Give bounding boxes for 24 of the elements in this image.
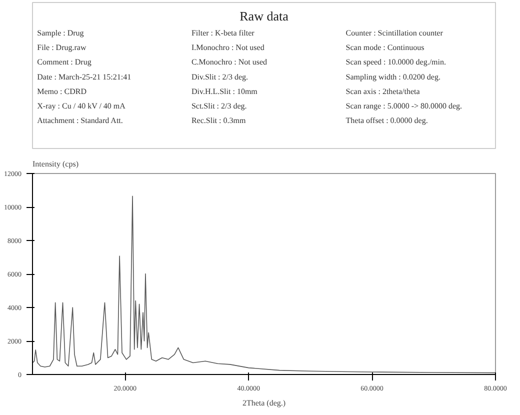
text: Scan speed : 10.0000 deg./min.	[346, 58, 446, 67]
text: X-ray : Cu / 40 kV / 40 mA	[37, 102, 126, 111]
text: Filter : K-beta filter	[191, 28, 255, 38]
text: C.Monochro : Not used	[191, 58, 268, 67]
text: I.Monochro : Not used	[191, 43, 264, 52]
text: Theta offset : 0.0000 deg.	[346, 116, 428, 126]
text: Div.H.L.Slit : 10mm	[191, 86, 258, 96]
text: Scan mode : Continuous	[346, 43, 424, 52]
text: File : Drug.raw	[37, 43, 86, 52]
x-axis-title: 2Theta (deg.)	[242, 398, 286, 408]
text: Sct.Slit : 2/3 deg.	[191, 102, 247, 111]
chart-title: Raw data	[240, 8, 289, 24]
text: Sampling width : 0.0200 deg.	[346, 72, 440, 82]
text: Counter : Scintillation counter	[346, 28, 444, 38]
y-axis-title: Intensity (cps)	[32, 160, 79, 168]
text: Rec.Slit : 0.3mm	[191, 116, 246, 126]
text: Memo : CDRD	[37, 86, 87, 96]
text: Date : March-25-21 15:21:41	[37, 72, 132, 82]
text: Sample : Drug	[37, 28, 84, 38]
text: Scan axis : 2theta/theta	[346, 86, 420, 96]
text: Div.Slit : 2/3 deg.	[191, 72, 248, 82]
text: Scan range : 5.0000 -> 80.0000 deg.	[346, 102, 462, 111]
text: Attachment : Standard Att.	[37, 116, 123, 126]
text: Comment : Drug	[37, 58, 92, 67]
